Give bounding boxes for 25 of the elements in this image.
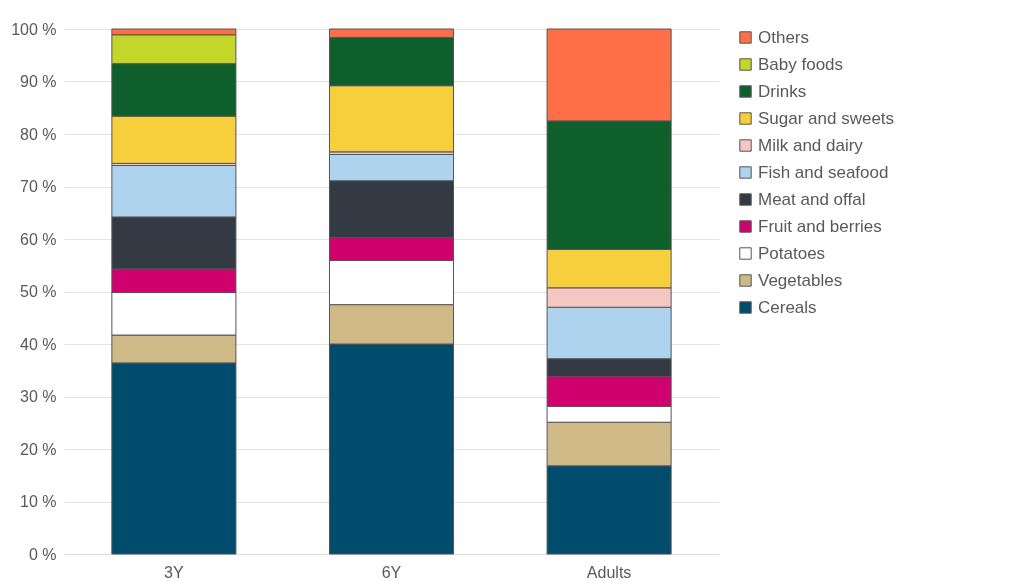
legend-label: Fruit and berries (758, 216, 882, 236)
y-tick-label: 60 % (20, 230, 57, 248)
legend-label: Milk and dairy (758, 135, 864, 155)
y-tick-label: 20 % (20, 440, 57, 458)
x-tick-label: 6Y (381, 563, 402, 581)
x-tick-label: Adults (586, 563, 632, 581)
y-tick-label: 50 % (20, 283, 57, 300)
legend-label: Baby foods (758, 54, 844, 74)
y-tick-label: 0 % (28, 545, 57, 563)
legend-label: Meat and offal (758, 189, 866, 209)
y-tick-label: 10 % (20, 493, 57, 510)
legend-label: Cereals (758, 297, 817, 317)
y-tick-label: 80 % (20, 125, 57, 143)
legend-label: Sugar and sweets (758, 108, 895, 128)
legend-label: Drinks (758, 81, 807, 101)
y-tick-label: 70 % (20, 178, 57, 195)
y-tick-label: 100 % (11, 20, 57, 38)
legend-label: Vegetables (758, 270, 843, 290)
y-tick-label: 90 % (20, 73, 57, 90)
legend-label: Others (758, 27, 810, 47)
legend-label: Fish and seafood (758, 162, 889, 182)
legend-label: Potatoes (758, 243, 826, 263)
y-tick-label: 30 % (20, 388, 57, 405)
x-tick-label: 3Y (164, 563, 184, 581)
y-tick-label: 40 % (20, 335, 57, 353)
